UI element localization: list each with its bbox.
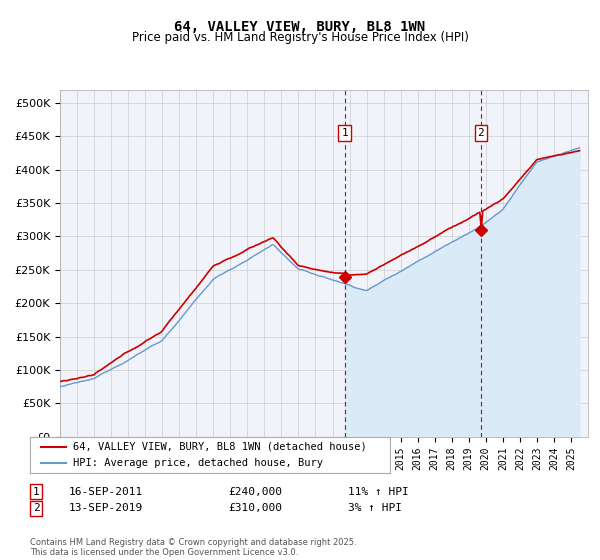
Text: 2: 2 xyxy=(32,503,40,514)
Text: 1: 1 xyxy=(341,128,348,138)
Text: 64, VALLEY VIEW, BURY, BL8 1WN: 64, VALLEY VIEW, BURY, BL8 1WN xyxy=(175,20,425,34)
Text: 16-SEP-2011: 16-SEP-2011 xyxy=(69,487,143,497)
Text: £310,000: £310,000 xyxy=(228,503,282,514)
Text: 11% ↑ HPI: 11% ↑ HPI xyxy=(348,487,409,497)
Text: 13-SEP-2019: 13-SEP-2019 xyxy=(69,503,143,514)
Text: Price paid vs. HM Land Registry's House Price Index (HPI): Price paid vs. HM Land Registry's House … xyxy=(131,31,469,44)
Text: Contains HM Land Registry data © Crown copyright and database right 2025.
This d: Contains HM Land Registry data © Crown c… xyxy=(30,538,356,557)
Text: £240,000: £240,000 xyxy=(228,487,282,497)
Text: 1: 1 xyxy=(32,487,40,497)
Text: HPI: Average price, detached house, Bury: HPI: Average price, detached house, Bury xyxy=(73,458,323,468)
Text: 3% ↑ HPI: 3% ↑ HPI xyxy=(348,503,402,514)
Text: 64, VALLEY VIEW, BURY, BL8 1WN (detached house): 64, VALLEY VIEW, BURY, BL8 1WN (detached… xyxy=(73,442,367,452)
Text: 2: 2 xyxy=(478,128,484,138)
